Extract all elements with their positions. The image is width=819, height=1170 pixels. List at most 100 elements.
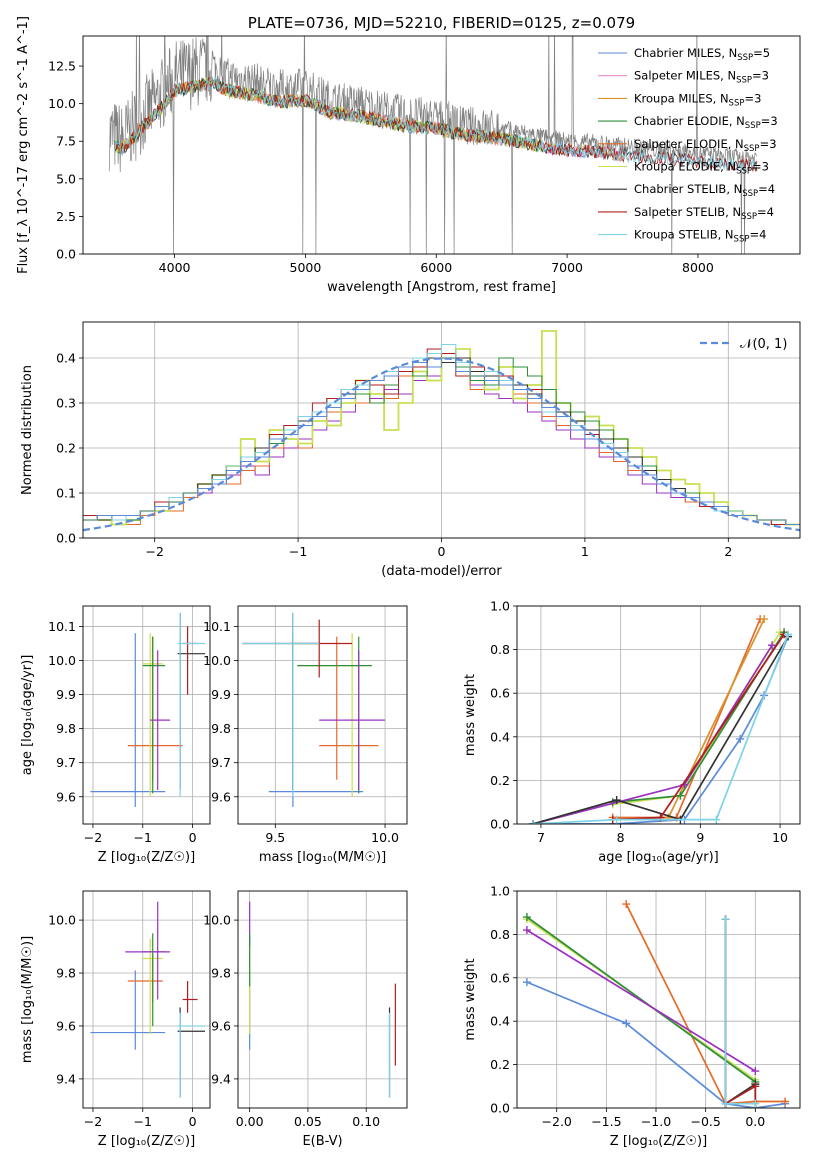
weight-marker [612, 796, 621, 805]
y-tick-label: 10.0 [203, 913, 231, 928]
x-tick-label: −2 [84, 1114, 102, 1129]
legend-tail: =3 [760, 137, 777, 151]
x-tick-label: 2 [724, 544, 732, 559]
chart-residuals: −2 −1 0 1 2 0.0 0.1 0.2 0.3 0.4 𝒩(0, 1) (data-model… [20, 321, 801, 579]
y-axis-label: mass weight [463, 958, 478, 1040]
y-tick-label: 10.1 [48, 619, 76, 634]
y-tick-label: 0.8 [490, 927, 510, 942]
x-tick-label: 9 [696, 830, 704, 845]
legend-label: Chabrier STELIB, N [634, 182, 742, 196]
axes-frame [82, 890, 211, 1109]
weight-line-3 [526, 916, 756, 1083]
plot-area [90, 612, 206, 807]
y-axis-label: age [log₁₀(age/yr)] [20, 655, 35, 776]
x-axis-label: Z [log₁₀(Z/Z☉)] [98, 1134, 195, 1149]
data-point [177, 1012, 206, 1098]
legend-sub: SSP [744, 144, 760, 154]
weight-marker [528, 820, 537, 824]
legend-entry: Chabrier ELODIE, NSSP=3 [634, 114, 778, 131]
data-point [319, 636, 379, 780]
x-tick-label: −2.0 [542, 1114, 572, 1129]
weight-marker [676, 791, 685, 800]
x-tick-label: 1 [581, 544, 589, 559]
data-point [90, 970, 166, 1050]
chart-mass_vs_EBV: 0.00 0.05 0.10 9.4 9.6 9.8 10.0 E(B-V) [203, 890, 408, 1149]
legend-label: Salpeter STELIB, N [634, 205, 741, 219]
legend-label: Salpeter MILES, N [634, 69, 736, 83]
y-tick-label: 0.0 [56, 531, 76, 546]
plot-area [528, 615, 793, 824]
legend-entry: Salpeter STELIB, NSSP=4 [634, 205, 774, 222]
weight-marker [721, 1099, 730, 1108]
y-tick-label: 7.5 [56, 134, 76, 149]
y-tick-label: 9.8 [211, 721, 231, 736]
x-tick-label: −2 [84, 830, 102, 845]
plot-area [83, 330, 800, 532]
y-tick-label: 9.9 [56, 687, 76, 702]
y-tick-label: 0.3 [56, 396, 76, 411]
legend-tail: =5 [753, 46, 770, 60]
data-point [150, 650, 171, 790]
x-tick-label: 6000 [420, 260, 452, 275]
x-tick-label: 9.5 [265, 830, 285, 845]
weight-marker [751, 1067, 760, 1076]
y-tick-label: 9.8 [56, 966, 76, 981]
weight-marker [784, 630, 793, 639]
data-point [177, 1007, 206, 1098]
legend-entry: Chabrier MILES, NSSP=5 [634, 46, 770, 63]
y-tick-label: 0.4 [490, 1014, 510, 1029]
x-tick-label: 0.00 [236, 1114, 264, 1129]
legend-entry: Salpeter ELODIE, NSSP=3 [634, 137, 777, 154]
y-tick-label: 9.4 [56, 1071, 76, 1086]
x-tick-label: 0.0 [745, 1114, 765, 1129]
legend-label: Kroupa STELIB, N [634, 228, 734, 242]
y-tick-label: 12.5 [48, 59, 76, 74]
data-point [242, 612, 320, 797]
legend-tail: =3 [752, 160, 769, 174]
plot-area [249, 901, 396, 1098]
histogram-series-0 [83, 362, 800, 525]
legend-sub: SSP [736, 76, 752, 86]
y-tick-label: 1.0 [490, 599, 510, 614]
y-tick-label: 0.4 [490, 729, 510, 744]
y-tick-label: 0.1 [56, 486, 76, 501]
weight-marker [612, 815, 621, 824]
weight-marker [522, 926, 531, 935]
y-tick-label: 9.6 [211, 1018, 231, 1033]
legend-sub: SSP [742, 189, 758, 199]
legend-entry: Kroupa ELODIE, NSSP=3 [634, 160, 769, 177]
y-tick-label: 0.0 [56, 247, 76, 262]
legend-sub: SSP [737, 53, 753, 63]
weight-marker [522, 913, 531, 922]
chart-massweight_vs_age: 7 8 9 10 0.0 0.2 0.4 0.6 0.8 1.0 age [log₁₀(age/yr… [463, 599, 801, 865]
legend-label: Chabrier ELODIE, N [634, 114, 745, 128]
weight-line-6 [532, 636, 789, 824]
legend-sub: SSP [729, 98, 745, 108]
x-tick-label: −0.5 [690, 1114, 720, 1129]
x-tick-label: 0 [189, 1114, 197, 1129]
y-tick-label: 1.0 [490, 884, 510, 899]
axes-frame [82, 605, 211, 825]
weight-marker [721, 915, 730, 924]
y-tick-label: 10.0 [48, 653, 76, 668]
x-tick-label: −1 [134, 1114, 152, 1129]
legend-label: Kroupa MILES, N [634, 91, 729, 105]
axes-frame [237, 605, 408, 825]
y-axis-label: mass weight [463, 674, 478, 756]
weight-line-5 [532, 644, 773, 824]
data-point [125, 901, 171, 1000]
data-point [319, 650, 386, 790]
y-tick-label: 2.5 [56, 209, 76, 224]
data-point [242, 612, 320, 790]
y-tick-label: 10.0 [48, 913, 76, 928]
weight-marker [768, 641, 777, 650]
legend-sub: SSP [745, 121, 761, 131]
data-point [297, 633, 364, 797]
axes-frame [82, 35, 801, 255]
legend-tail: =3 [744, 91, 761, 105]
y-tick-label: 0.0 [490, 1101, 510, 1116]
x-tick-label: 0 [438, 544, 446, 559]
chart-massweight_vs_Z: −2.0 −1.5 −1.0 −0.5 0.0 0.0 0.2 0.4 0.6 0.8 1.0 Z [… [463, 884, 801, 1149]
legend-sub: SSP [734, 235, 750, 245]
